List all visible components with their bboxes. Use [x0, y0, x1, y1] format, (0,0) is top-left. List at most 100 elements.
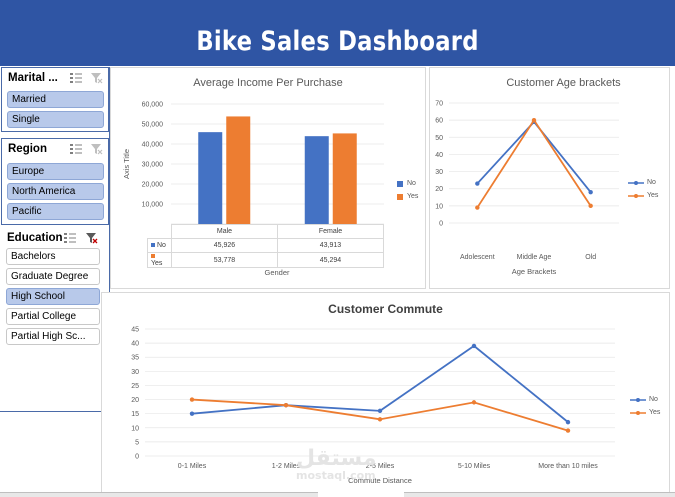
slicer-region-title: Region [8, 143, 47, 155]
income-data-table: Male Female No 45,926 43,913 Yes 53,778 … [147, 224, 384, 268]
table-cell: 53,778 [171, 252, 278, 268]
y-tick-label: 45 [131, 327, 139, 334]
y-tick-label: 30,000 [142, 162, 164, 169]
multi-select-icon[interactable] [69, 72, 83, 84]
y-tick-label: 70 [435, 101, 443, 108]
y-tick-label: 60,000 [142, 102, 164, 109]
y-tick-label: 30 [131, 369, 139, 376]
slicer-education-title: Education [7, 232, 63, 244]
income-chart-title: Average Income Per Purchase [193, 77, 343, 89]
point-yes [377, 417, 383, 422]
clear-filter-icon[interactable] [90, 143, 104, 155]
slicer-item-bachelors[interactable]: Bachelors [6, 248, 100, 265]
y-tick-label: 10 [131, 425, 139, 432]
x-tick-label: Old [585, 254, 596, 261]
slicer-item-europe[interactable]: Europe [7, 163, 104, 180]
table-row-label-yes: Yes [147, 252, 172, 268]
y-tick-label: 0 [135, 454, 139, 461]
slicer-item-north-america[interactable]: North America [7, 183, 104, 200]
multi-select-icon[interactable] [63, 232, 77, 244]
slicer-item-partial-high-school[interactable]: Partial High Sc... [6, 328, 100, 345]
x-tick-label: More than 10 miles [538, 463, 598, 470]
income-chart[interactable]: Average Income Per Purchase 60,000 50,000… [110, 67, 426, 289]
slicer-marital-status: Marital ... Married Single [1, 67, 109, 132]
y-tick-label: 60 [435, 118, 443, 125]
watermark-latin: mostaql.com [296, 469, 376, 482]
age-chart-title: Customer Age brackets [506, 77, 621, 89]
x-axis-title: Commute Distance [348, 476, 412, 485]
x-tick-label: 1-2 Miles [272, 463, 301, 470]
y-tick-label: 5 [135, 439, 139, 446]
age-chart[interactable]: Customer Age brackets 70 60 50 40 30 20 10 0 Ado… [429, 67, 670, 289]
commute-chart-title: Customer Commute [328, 302, 443, 316]
point-no [189, 411, 195, 416]
slicer-marital-title: Marital ... [8, 72, 58, 84]
table-cell: 45,926 [171, 238, 278, 253]
y-tick-label: 25 [131, 383, 139, 390]
slicer-item-high-school[interactable]: High School [6, 288, 100, 305]
legend-label-no: No [649, 396, 658, 403]
dashboard-header: Bike Sales Dashboard [0, 0, 675, 66]
slicer-item-single[interactable]: Single [7, 111, 104, 128]
bar-yes-male [226, 116, 251, 224]
table-cell: 45,294 [277, 252, 384, 268]
multi-select-icon[interactable] [69, 143, 83, 155]
commute-chart-legend: No Yes [630, 393, 660, 419]
dashboard-title: Bike Sales Dashboard [196, 26, 479, 57]
income-chart-legend: No Yes [397, 177, 418, 203]
series-line-yes [191, 398, 569, 432]
y-tick-label: 0 [439, 221, 443, 228]
point-yes [531, 117, 537, 123]
table-cell: 43,913 [277, 238, 384, 253]
slicer-item-partial-college[interactable]: Partial College [6, 308, 100, 325]
legend-label-yes: Yes [647, 192, 659, 199]
legend-swatch-no [151, 243, 155, 247]
x-axis-title: Age Brackets [512, 267, 557, 276]
x-tick-label: 0-1 Miles [178, 463, 207, 470]
legend-label-yes: Yes [649, 409, 661, 416]
x-axis-title: Gender [264, 268, 290, 277]
legend-label-no: No [407, 180, 416, 187]
commute-chart[interactable]: Customer Commute 45 40 35 30 25 20 15 10 5 0 0-1 M… [101, 292, 670, 492]
legend-label-no: No [647, 179, 656, 186]
point-no [588, 189, 593, 195]
bar-no-female [304, 136, 329, 224]
watermark-logo: مستقل mostaql.com [296, 448, 376, 482]
slicer-item-married[interactable]: Married [7, 91, 104, 108]
y-tick-label: 20 [131, 397, 139, 404]
point-yes [471, 400, 477, 405]
y-tick-label: 20,000 [142, 182, 164, 189]
legend-line-yes [630, 410, 646, 415]
y-tick-label: 40 [435, 152, 443, 159]
y-tick-label: 15 [131, 411, 139, 418]
commute-chart-plot: 45 40 35 30 25 20 15 10 5 0 0-1 Miles 1-2 Miles 2-5 … [131, 327, 615, 485]
table-row-label-no: No [147, 238, 172, 253]
y-tick-label: 30 [435, 169, 443, 176]
y-tick-label: 10,000 [142, 202, 164, 209]
clear-filter-icon[interactable] [90, 72, 104, 84]
point-yes [475, 205, 480, 210]
clear-filter-icon[interactable] [85, 232, 99, 244]
point-yes [565, 428, 571, 433]
bar-no-male [198, 132, 223, 224]
point-yes [189, 397, 195, 402]
bar-yes-female [332, 133, 357, 224]
slicer-item-graduate-degree[interactable]: Graduate Degree [6, 268, 100, 285]
sheet-scrollbar-left[interactable] [0, 492, 318, 497]
legend-line-no [628, 180, 644, 185]
x-tick-label: Adolescent [460, 254, 495, 261]
watermark-arabic: مستقل [296, 446, 377, 471]
slicer-region: Region Europe North America Pacific [1, 138, 109, 225]
point-no [377, 408, 383, 414]
slicer-item-pacific[interactable]: Pacific [7, 203, 104, 220]
y-tick-label: 10 [435, 203, 443, 210]
legend-swatch-no [397, 180, 403, 187]
point-yes [588, 203, 593, 209]
legend-line-no [630, 397, 646, 402]
legend-swatch-yes [397, 193, 403, 200]
sheet-scrollbar-right[interactable] [404, 492, 675, 497]
point-no [475, 181, 480, 186]
point-no [565, 419, 571, 425]
y-tick-label: 20 [435, 186, 443, 193]
